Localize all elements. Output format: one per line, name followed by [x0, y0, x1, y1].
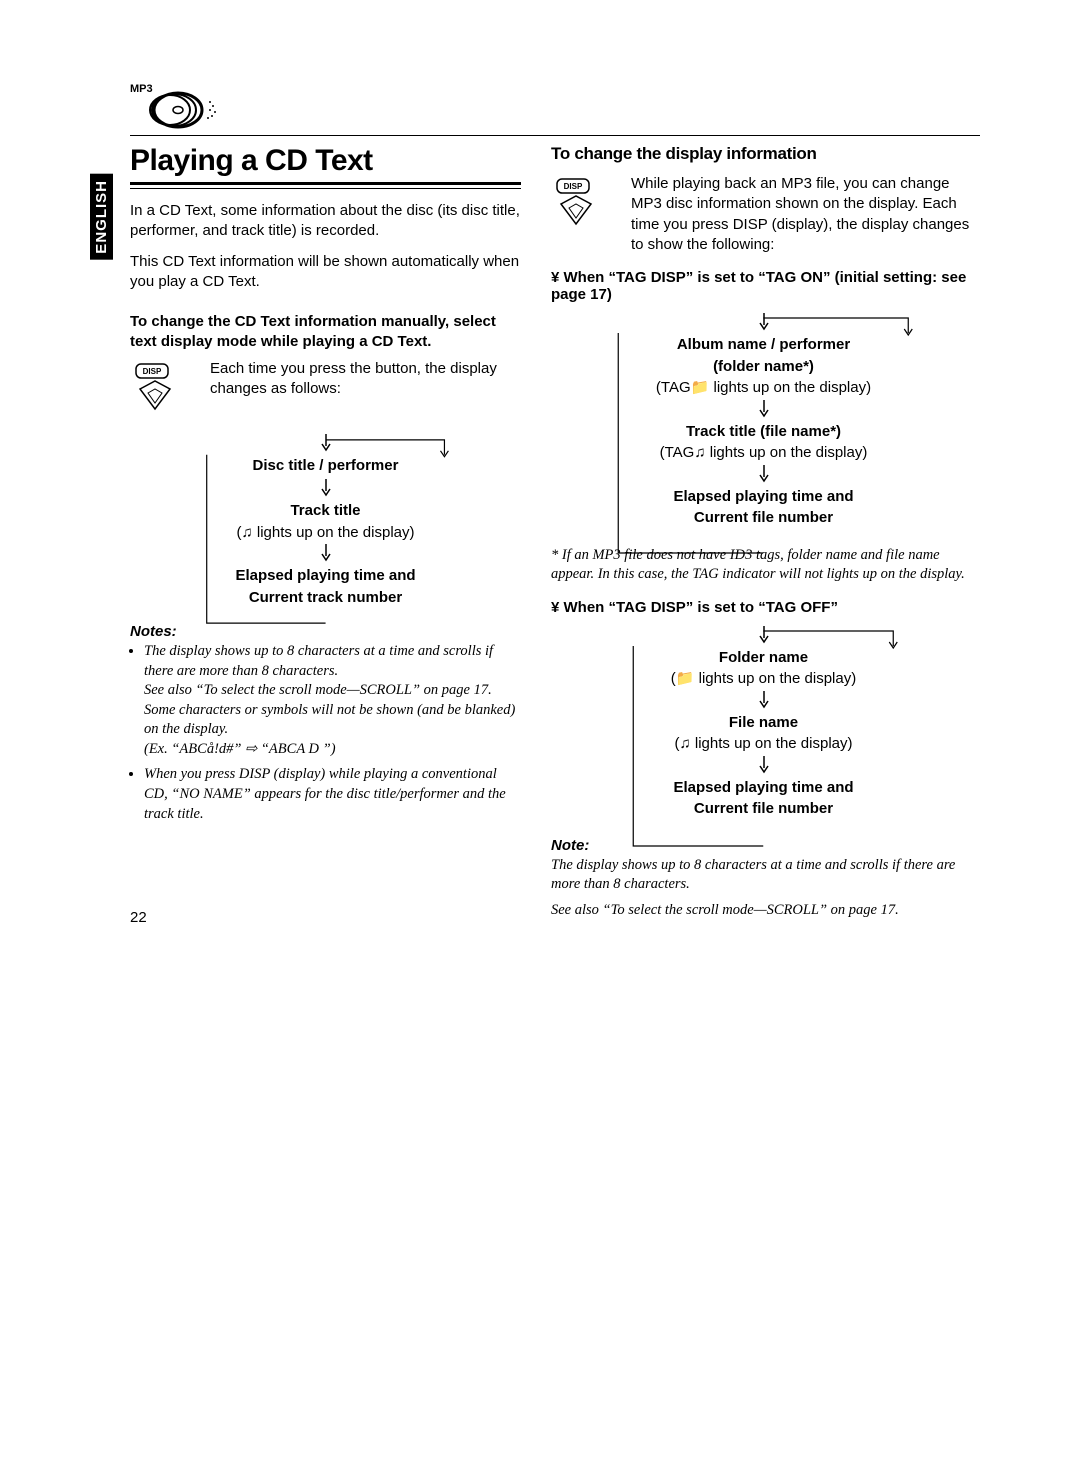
note-line: See also “To select the scroll mode—SCRO… [144, 682, 492, 698]
disp-button-row: DISP Each time you press the button, the… [130, 359, 521, 424]
svg-text:DISP: DISP [143, 367, 162, 376]
note-line: The display shows up to 8 characters at … [551, 856, 976, 895]
flow-item: File name [617, 713, 910, 733]
intro-paragraph-1: In a CD Text, some information about the… [130, 201, 521, 242]
disp-button-icon: DISP [130, 359, 200, 424]
page-title: Playing a CD Text [130, 144, 521, 178]
intro-paragraph-2: This CD Text information will be shown a… [130, 252, 521, 293]
notes-list: The display shows up to 8 characters at … [130, 642, 521, 824]
flow-item: Current file number [600, 508, 927, 528]
flow-item-sub: (📁 lights up on the display) [617, 669, 910, 689]
note-line: (Ex. “ABCå!d#” ⇨ “ABCA D ”) [144, 741, 336, 757]
down-arrow-icon [320, 479, 332, 497]
down-arrow-icon [758, 691, 770, 709]
flow-right-2: Folder name (📁 lights up on the display)… [589, 626, 938, 819]
note-item: When you press DISP (display) while play… [144, 765, 521, 824]
down-arrow-icon [758, 313, 770, 331]
mp3-cd-icon: MP3 [130, 80, 225, 130]
note-line: When you press DISP (display) while play… [144, 766, 506, 821]
flow-item: Elapsed playing time and [600, 487, 927, 507]
page-container: MP3 ENGLISH Playing a CD Text In a CD Te… [0, 0, 1080, 966]
language-tab: ENGLISH [90, 174, 113, 260]
divider [130, 135, 980, 136]
svg-text:DISP: DISP [564, 182, 583, 191]
flow-right-1: Album name / performer (folder name*) (T… [572, 313, 955, 528]
down-arrow-icon [758, 756, 770, 774]
page-number: 22 [130, 909, 147, 926]
flow-item-sub: (TAG📁 lights up on the display) [600, 378, 927, 398]
tag-on-heading: ¥ When “TAG DISP” is set to “TAG ON” (in… [551, 269, 976, 303]
flow-item: Disc title / performer [207, 456, 444, 476]
flow-item: Elapsed playing time and [207, 566, 444, 586]
flow-item: Track title [207, 501, 444, 521]
disp-button-icon: DISP [551, 174, 621, 239]
note-line: Some characters or symbols will not be s… [144, 702, 515, 738]
down-arrow-icon [320, 434, 332, 452]
tag-off-heading: ¥ When “TAG DISP” is set to “TAG OFF” [551, 599, 976, 616]
svg-text:MP3: MP3 [130, 83, 153, 95]
flow-item: Elapsed playing time and [617, 778, 910, 798]
flow-item-sub: (♫ lights up on the display) [617, 734, 910, 754]
note-heading: Note: [551, 837, 976, 854]
down-arrow-icon [758, 626, 770, 644]
flow-item: Album name / performer [600, 335, 927, 355]
note-line: The display shows up to 8 characters at … [144, 643, 493, 679]
flow-item: Current track number [207, 588, 444, 608]
flow-item-sub: (♫ lights up on the display) [207, 523, 444, 543]
right-column: To change the display information DISP W… [551, 144, 976, 926]
down-arrow-icon [320, 544, 332, 562]
disp-button-row: DISP While playing back an MP3 file, you… [551, 174, 976, 255]
flow-left: Disc title / performer Track title (♫ li… [177, 434, 474, 608]
down-arrow-icon [758, 465, 770, 483]
flow-item: (folder name*) [600, 357, 927, 377]
left-column: Playing a CD Text In a CD Text, some inf… [130, 144, 521, 926]
section-heading: To change the display information [551, 144, 976, 164]
asterisk-note: * If an MP3 file does not have ID3 tags,… [551, 546, 976, 585]
note-line: See also “To select the scroll mode—SCRO… [551, 901, 976, 921]
instruction-bold: To change the CD Text information manual… [130, 312, 521, 353]
disp-caption: Each time you press the button, the disp… [210, 359, 521, 400]
disp-caption: While playing back an MP3 file, you can … [631, 174, 976, 255]
flow-item: Folder name [617, 648, 910, 668]
flow-item: Track title (file name*) [600, 422, 927, 442]
down-arrow-icon [758, 400, 770, 418]
flow-item: Current file number [617, 799, 910, 819]
flow-item-sub: (TAG♫ lights up on the display) [600, 443, 927, 463]
notes-heading: Notes: [130, 623, 521, 640]
title-underline [130, 182, 521, 189]
note-item: The display shows up to 8 characters at … [144, 642, 521, 759]
